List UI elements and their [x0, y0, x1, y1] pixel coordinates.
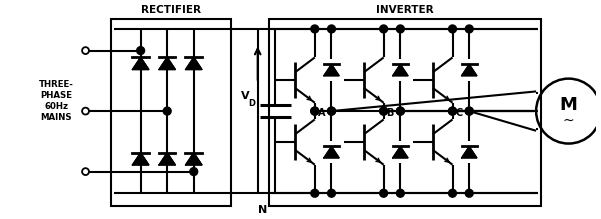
Circle shape [380, 25, 388, 33]
Text: M: M [560, 96, 578, 114]
Text: THREE-
PHASE
60Hz
MAINS: THREE- PHASE 60Hz MAINS [38, 80, 73, 122]
Text: C: C [456, 108, 463, 118]
Circle shape [448, 107, 456, 115]
Circle shape [448, 25, 456, 33]
Circle shape [397, 25, 404, 33]
Circle shape [328, 107, 335, 115]
Text: N: N [258, 205, 267, 215]
Circle shape [465, 107, 473, 115]
Polygon shape [159, 57, 175, 70]
Circle shape [465, 189, 473, 197]
Circle shape [311, 107, 319, 115]
Circle shape [380, 107, 388, 115]
Circle shape [328, 25, 335, 33]
Circle shape [380, 107, 388, 115]
Polygon shape [324, 147, 339, 158]
Polygon shape [392, 147, 408, 158]
Polygon shape [392, 64, 408, 76]
Bar [111, 19, 231, 206]
Polygon shape [186, 57, 202, 70]
Circle shape [465, 25, 473, 33]
Polygon shape [132, 153, 149, 165]
Circle shape [328, 189, 335, 197]
Circle shape [328, 107, 335, 115]
Circle shape [311, 189, 319, 197]
Circle shape [163, 107, 171, 115]
Polygon shape [186, 153, 202, 165]
Text: RECTIFIER: RECTIFIER [141, 5, 201, 15]
Text: ~: ~ [563, 114, 575, 128]
Text: B: B [386, 108, 394, 118]
Text: A: A [318, 108, 325, 118]
Polygon shape [159, 153, 175, 165]
Text: INVERTER: INVERTER [376, 5, 433, 15]
Polygon shape [132, 57, 149, 70]
Bar [269, 19, 541, 206]
Polygon shape [462, 147, 477, 158]
Circle shape [311, 25, 319, 33]
Circle shape [397, 107, 404, 115]
Polygon shape [462, 64, 477, 76]
Circle shape [448, 189, 456, 197]
Circle shape [397, 189, 404, 197]
Circle shape [136, 47, 145, 55]
Circle shape [190, 168, 198, 176]
Circle shape [448, 107, 456, 115]
Circle shape [380, 189, 388, 197]
Circle shape [311, 107, 319, 115]
Circle shape [465, 107, 473, 115]
Text: D: D [248, 99, 255, 108]
Circle shape [397, 107, 404, 115]
Text: V: V [241, 91, 250, 101]
Polygon shape [324, 64, 339, 76]
